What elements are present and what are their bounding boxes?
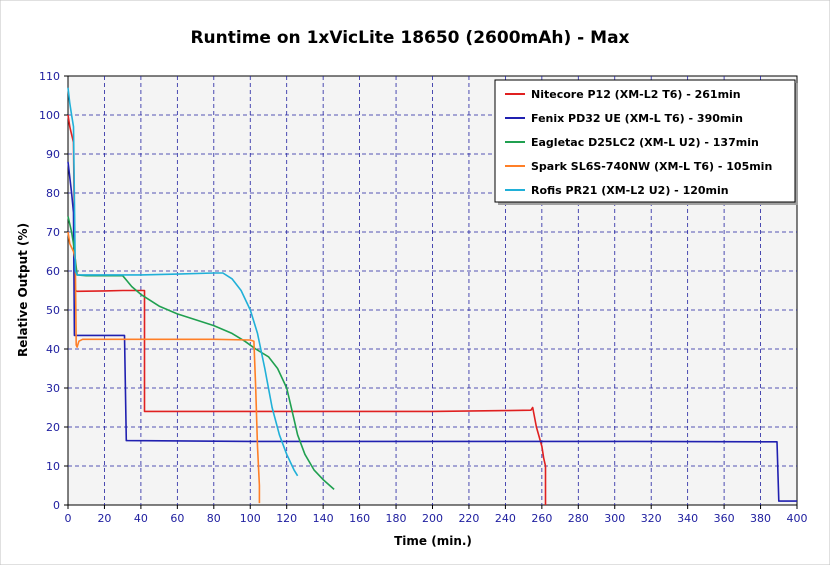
- x-tick-label: 140: [313, 512, 334, 525]
- y-tick-label: 90: [46, 148, 60, 161]
- x-tick-label: 240: [495, 512, 516, 525]
- y-tick-label: 80: [46, 187, 60, 200]
- series-line-2: [67, 161, 797, 502]
- x-tick-label: 340: [677, 512, 698, 525]
- x-tick-label: 100: [240, 512, 261, 525]
- legend: Nitecore P12 (XM-L2 T6) - 261min Fenix PD…: [494, 79, 798, 205]
- x-tick-label: 40: [134, 512, 148, 525]
- x-tick-label: 120: [276, 512, 297, 525]
- x-tick-label: 160: [349, 512, 370, 525]
- axis-ticks: 0 20 40 60 80 100 120 140 160 180 200 220 240 260 280 3…: [39, 70, 808, 525]
- legend-label: Rofis PR21 (XM-L2 U2) - 120min: [531, 184, 729, 197]
- chart-title: Runtime on 1xVicLite 18650 (2600mAh) - M…: [190, 28, 629, 48]
- x-tick-label: 400: [787, 512, 808, 525]
- x-tick-label: 260: [531, 512, 552, 525]
- x-tick-label: 320: [641, 512, 662, 525]
- x-tick-label: 380: [750, 512, 771, 525]
- y-tick-label: 50: [46, 304, 60, 317]
- series-line-4: [67, 231, 261, 504]
- y-tick-label: 30: [46, 382, 60, 395]
- x-tick-label: 0: [65, 512, 72, 525]
- legend-label: Fenix PD32 UE (XM-L T6) - 390min: [531, 112, 743, 125]
- x-tick-label: 300: [604, 512, 625, 525]
- legend-box: [494, 79, 796, 203]
- y-tick-label: 110: [39, 70, 60, 83]
- x-tick-label: 180: [386, 512, 407, 525]
- x-tick-label: 200: [422, 512, 443, 525]
- legend-label: Eagletac D25LC2 (XM-L U2) - 137min: [531, 136, 759, 149]
- x-tick-label: 280: [568, 512, 589, 525]
- legend-label: Nitecore P12 (XM-L2 T6) - 261min: [531, 88, 741, 101]
- legend-label: Spark SL6S-740NW (XM-L T6) - 105min: [531, 160, 772, 173]
- x-tick-label: 220: [458, 512, 479, 525]
- x-tick-label: 360: [714, 512, 735, 525]
- y-tick-label: 100: [39, 109, 60, 122]
- x-axis-title: Time (min.): [394, 534, 472, 548]
- series-group: [67, 87, 797, 505]
- y-tick-label: 40: [46, 343, 60, 356]
- y-tick-label: 10: [46, 460, 60, 473]
- x-tick-label: 80: [207, 512, 221, 525]
- y-tick-label: 70: [46, 226, 60, 239]
- y-tick-label: 20: [46, 421, 60, 434]
- y-tick-label: 60: [46, 265, 60, 278]
- x-tick-label: 60: [170, 512, 184, 525]
- series-line-5: [67, 87, 299, 477]
- y-axis-title: Relative Output (%): [16, 223, 30, 357]
- x-tick-label: 20: [97, 512, 111, 525]
- y-tick-label: 0: [53, 499, 60, 512]
